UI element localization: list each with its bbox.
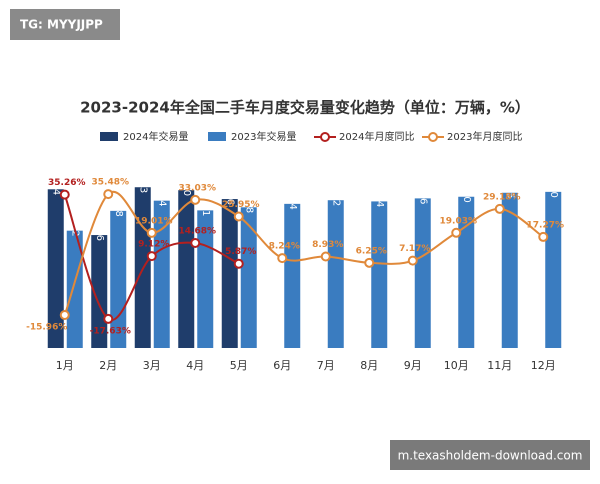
point [190,238,201,249]
bar [501,192,518,348]
value-label: 5.87% [225,247,256,257]
value-label: 17.27% [527,220,565,230]
point [233,258,244,269]
value-label: 156.74 [156,172,167,207]
value-label: 9.12% [138,240,169,250]
bar [284,203,301,348]
value-label: 120.16 [94,206,105,241]
point [103,313,114,324]
point [146,227,157,238]
point [59,189,70,200]
x-tick-label: 1月 [56,359,74,372]
point [146,251,157,262]
value-label: 35.26% [48,178,86,188]
watermark: m.texasholdem-download.com [398,449,583,463]
value-label: 155.94 [374,172,385,207]
line [63,194,240,322]
legend-label: 2024年月度同比 [339,130,414,143]
point [190,194,201,205]
point [233,211,244,222]
x-tick-label: 6月 [273,359,291,372]
value-label: 14.68% [179,227,217,237]
watermark: TG: MYYJJPP [20,18,103,32]
point [277,253,288,264]
x-tick-label: 2月 [99,359,117,372]
value-label: 19.01% [135,216,173,226]
value-label: 158.46 [224,170,235,205]
watermark-box [390,440,590,470]
value-label: 29.18% [483,192,521,202]
bar [414,198,431,348]
bar [178,190,195,348]
watermark-box [10,9,120,40]
legend-label: 2024年交易量 [123,130,188,143]
value-label: 35.48% [92,178,130,188]
bar [221,199,238,348]
value-label: 8.24% [269,242,300,252]
value-label: 167.90 [181,161,192,196]
value-label: 171.03 [137,158,148,193]
x-tick-label: 8月 [360,359,378,372]
point [407,255,418,266]
x-tick-label: 7月 [317,359,335,372]
bar [371,201,388,348]
bar [91,235,108,348]
x-tick-label: 3月 [143,359,161,372]
point [320,251,331,262]
value-label: 149.68 [243,178,254,213]
chart-title: 2023-2024年全国二手车月度交易量变化趋势（单位：万辆，%） [80,99,530,117]
x-tick-label: 9月 [404,359,422,372]
point [59,310,70,321]
legend-swatch [428,132,438,142]
legend-label: 2023年月度同比 [447,130,522,143]
x-tick-label: 10月 [444,359,469,372]
x-tick-label: 5月 [230,359,248,372]
value-label: 166.10 [548,163,559,198]
value-label: 7.17% [399,244,430,254]
bar [66,230,83,348]
point [538,231,549,242]
value-label: 157.22 [330,171,341,206]
x-tick-label: 4月 [186,359,204,372]
legend-swatch [320,132,330,142]
bar [327,200,344,348]
value-label: 165.15 [504,164,515,199]
bar [545,191,562,348]
bar [153,200,170,348]
value-label: 8.93% [312,240,343,250]
x-tick-label: 12月 [531,359,556,372]
x-tick-label: 11月 [487,359,512,372]
bar [240,207,257,348]
value-label: 153.34 [287,175,298,210]
value-label: 33.03% [179,183,217,193]
value-label: 159.16 [417,169,428,204]
value-label: 160.90 [461,168,472,203]
value-label: -15.96% [26,323,67,333]
legend-swatch [100,132,118,141]
value-label: 168.84 [50,160,61,195]
value-label: 25.95% [222,200,260,210]
legend-swatch [208,132,226,141]
value-label: 6.25% [356,246,387,256]
value-label: 19.03% [440,216,478,226]
point [364,257,375,268]
point [451,227,462,238]
bar [110,210,127,348]
value-label: 145.88 [113,182,124,217]
value-label: 124.82 [69,202,80,237]
legend-label: 2023年交易量 [231,130,296,143]
value-label: -17.63% [90,326,131,336]
point [103,189,114,200]
point [494,203,505,214]
bar [458,196,475,348]
bar [47,189,64,348]
